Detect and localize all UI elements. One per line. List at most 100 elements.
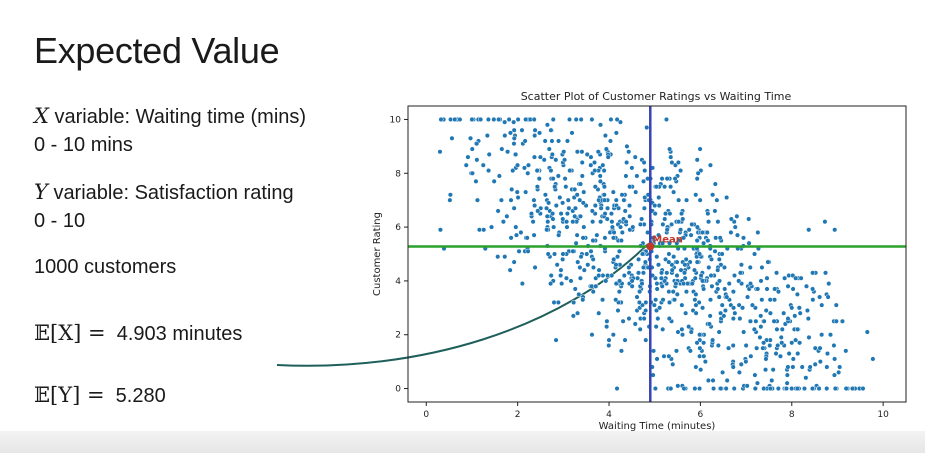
scatter-point <box>719 251 725 257</box>
scatter-point <box>672 176 678 182</box>
scatter-point <box>564 138 571 144</box>
scatter-point <box>679 326 685 332</box>
scatter-point <box>542 192 548 198</box>
scatter-point <box>737 270 743 276</box>
scatter-point <box>726 281 732 287</box>
scatter-point <box>653 297 659 303</box>
scatter-point <box>511 205 517 211</box>
scatter-point <box>826 281 832 287</box>
scatter-point <box>816 385 822 392</box>
scatter-point <box>602 211 608 217</box>
y-tick-label: 4 <box>395 277 401 287</box>
scatter-point <box>743 342 749 349</box>
scatter-point <box>697 251 703 257</box>
scatter-point <box>679 211 685 217</box>
scatter-point <box>673 348 680 354</box>
y-tick-label: 0 <box>395 385 401 395</box>
scatter-point <box>715 342 721 349</box>
scatter-point <box>789 305 795 311</box>
scatter-point <box>617 119 623 125</box>
scatter-point <box>673 281 679 287</box>
scatter-point <box>639 281 645 287</box>
x-tick-label: 8 <box>789 410 795 420</box>
scatter-point <box>641 159 647 166</box>
scatter-point <box>467 135 474 141</box>
scatter-point <box>761 340 767 346</box>
scatter-point <box>534 168 540 174</box>
scatter-point <box>666 251 672 257</box>
scatter-point <box>618 237 624 244</box>
scatter-point <box>486 168 492 174</box>
scatter-point <box>559 281 565 287</box>
scatter-point <box>666 289 672 295</box>
y-axis-ticks: 0 2 4 6 8 10 <box>390 115 408 395</box>
scatter-point <box>469 170 475 176</box>
scatter-point <box>528 211 535 217</box>
y-tick-label: 10 <box>390 115 402 125</box>
scatter-point <box>824 351 831 357</box>
scatter-point <box>606 337 612 343</box>
scatter-point <box>702 359 708 365</box>
x-tick-label: 0 <box>423 410 429 420</box>
scatter-point <box>722 307 728 314</box>
scatter-point <box>597 173 603 179</box>
scatter-point <box>598 219 604 225</box>
scatter-point <box>810 270 816 276</box>
scatter-point <box>678 168 684 174</box>
scatter-point <box>712 181 718 187</box>
scatter-point <box>542 138 548 144</box>
scatter-point <box>658 275 664 281</box>
scatter-point <box>574 192 580 198</box>
scatter-point <box>550 211 556 217</box>
scatter-point <box>523 116 529 123</box>
scatter-point <box>716 294 722 300</box>
scatter-point <box>604 318 610 324</box>
scatter-point <box>541 157 547 163</box>
scatter-point <box>573 240 579 246</box>
scatter-point <box>770 367 776 373</box>
scatter-point <box>662 278 668 284</box>
scatter-point <box>759 297 765 303</box>
scatter-point <box>795 326 801 332</box>
scatter-point <box>823 270 829 276</box>
scatter-point <box>775 342 781 349</box>
scatter-point <box>716 256 722 262</box>
scatter-point <box>643 337 649 343</box>
scatter-point <box>765 259 771 265</box>
scatter-point <box>617 278 623 284</box>
scatter-point <box>659 283 665 289</box>
scatter-point <box>609 224 615 230</box>
scatter-point <box>617 224 624 230</box>
scatter-point <box>626 316 632 322</box>
x-tick-label: 2 <box>515 410 521 420</box>
scatter-point <box>728 229 734 236</box>
scatter-point <box>623 219 629 225</box>
scatter-point <box>615 205 622 211</box>
scatter-point <box>613 262 619 268</box>
scatter-point <box>786 351 792 357</box>
scatter-point <box>555 299 561 305</box>
scatter-point <box>437 227 443 233</box>
scatter-point <box>831 372 837 378</box>
scatter-point <box>579 173 585 179</box>
scatter-point <box>774 270 780 276</box>
scatter-point <box>792 313 798 319</box>
scatter-point <box>588 248 594 254</box>
scatter-point <box>836 369 842 375</box>
scatter-point <box>668 184 674 190</box>
scatter-point <box>570 313 576 319</box>
scatter-point <box>734 232 741 238</box>
scatter-point <box>511 259 517 265</box>
scatter-point <box>642 259 648 265</box>
scatter-point <box>636 256 642 262</box>
scatter-point <box>758 313 764 319</box>
scatter-point <box>513 224 519 230</box>
scatter-point <box>622 208 628 214</box>
scatter-point <box>731 272 738 279</box>
scatter-point <box>720 369 726 375</box>
y-axis-label: Customer Rating <box>372 212 383 296</box>
scatter-point <box>686 324 692 330</box>
scatter-point <box>449 135 455 141</box>
scatter-point <box>505 149 511 155</box>
scatter-point <box>556 138 562 144</box>
